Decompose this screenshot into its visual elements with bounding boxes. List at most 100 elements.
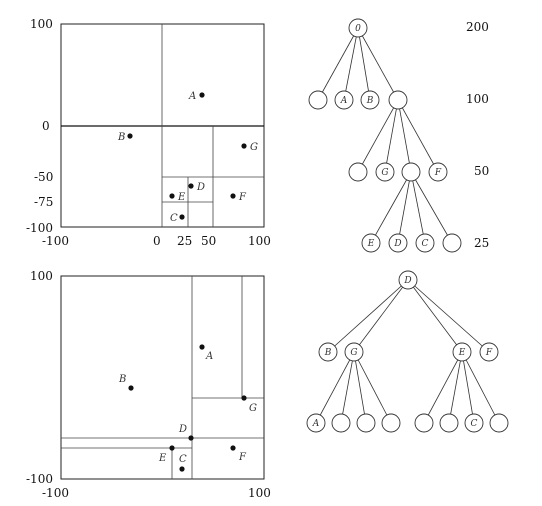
qt-node-root-label: 0 [355,24,361,34]
kd-point-b-label: B [118,374,126,385]
kd-node [356,413,376,433]
kd-node-circle [356,413,376,433]
kd-node: G [344,342,364,362]
kd-edge [461,351,500,424]
qt-point-b-label: B [117,132,125,143]
qt-tick-y-minus75: -75 [34,195,53,209]
qt-edge [397,99,412,173]
kd-point-f-label: F [238,452,247,463]
kd-point-a-dot [199,344,205,350]
qt-point-b: B [117,132,133,143]
kd-point-e-label: E [158,453,167,464]
qt-node-circle [348,162,368,182]
qt-node [401,162,421,182]
kd-point-d-label: D [178,424,187,435]
qt-point-d-dot [188,183,194,189]
qt-edge [357,27,371,101]
kd-node [489,413,509,433]
kdtree-frame [60,275,265,480]
qt-node-circle [401,162,421,182]
qt-level-size-100: 100 [466,92,489,106]
qt-point-c: C [170,213,185,224]
kd-point-f: F [230,445,247,463]
kd-point-g-dot [241,395,247,401]
qt-node-label: B [366,96,374,106]
qt-point-d: D [188,182,205,193]
qt-node: F [428,162,448,182]
kd-point-f-dot [230,445,236,451]
kd-node: E [452,342,472,362]
qt-edge [384,99,399,173]
kd-node-circle [331,413,351,433]
kd-point-c-label: C [179,454,187,465]
qt-point-f-dot [230,193,236,199]
qt-edge [397,171,412,244]
kd-node: B [318,342,338,362]
kd-node: C [464,413,484,433]
kd-edge [448,351,463,424]
qt-node-circle [428,162,448,182]
qt-node-circle [360,90,380,110]
qt-point-g-dot [241,143,247,149]
quadtree: 0 A B G F E D C 200 100 50 25 [308,18,489,253]
qt-node: G [375,162,395,182]
qt-point-g-label: G [250,142,258,153]
qt-point-c-label: C [170,213,178,224]
kd-node-label: B [324,348,332,358]
kd-node [331,413,351,433]
qt-edge [357,99,399,173]
qt-node: E [361,233,381,253]
kd-point-g-label: G [249,403,257,414]
qt-level2: G F [348,162,448,182]
qt-node-label: D [393,239,401,249]
qt-edge [317,27,359,101]
qt-node-label: E [367,239,375,249]
qt-level-size-25: 25 [474,236,489,250]
qt-node-root-circle [348,18,368,38]
kd-tick-y-100: 100 [30,269,53,283]
kd-point-d: D [178,424,194,441]
kd-node-root-label: D [403,276,411,286]
qt-point-a-label: A [188,91,196,102]
qt-point-f: F [230,192,247,203]
qt-node-label: C [422,239,429,249]
qt-level3: E D C [361,233,462,253]
qt-tick-x-25: 25 [177,234,192,248]
qt-node [348,162,368,182]
qt-edge [343,27,359,101]
qt-node-circle [308,90,328,110]
qt-node-circle [334,90,354,110]
qt-node-label: G [381,168,388,178]
qt-point-b-dot [127,133,133,139]
kd-node-circle [306,413,326,433]
qt-edge [357,27,399,101]
qt-point-a-dot [199,92,205,98]
qt-tick-y-100: 100 [30,17,53,31]
qt-tick-x-100: 100 [248,234,271,248]
kd-node-circle [452,342,472,362]
kd-node [439,413,459,433]
kd-node-circle [464,413,484,433]
qt-node: D [388,233,408,253]
qt-point-g: G [241,142,258,153]
qt-node-circle [361,233,381,253]
kd-node-root-circle [398,270,418,290]
qt-point-d-label: D [196,182,205,193]
qt-edge [410,171,453,244]
kd-node [414,413,434,433]
kd-tick-x-minus100: -100 [42,486,69,500]
qt-node: C [415,233,435,253]
qt-node-circle [388,90,408,110]
qt-tick-x-minus100: -100 [42,234,69,248]
qt-node: A [334,90,354,110]
qt-node [308,90,328,110]
kd-node-circle [381,413,401,433]
qt-tick-x-0: 0 [153,234,161,248]
kd-node-label: G [350,348,357,358]
quadtree-edges [317,27,453,244]
kd-node: F [479,342,499,362]
kd-tick-x-100: 100 [248,486,271,500]
kd-point-c-dot [179,466,185,472]
kd-node-root: D [398,270,418,290]
